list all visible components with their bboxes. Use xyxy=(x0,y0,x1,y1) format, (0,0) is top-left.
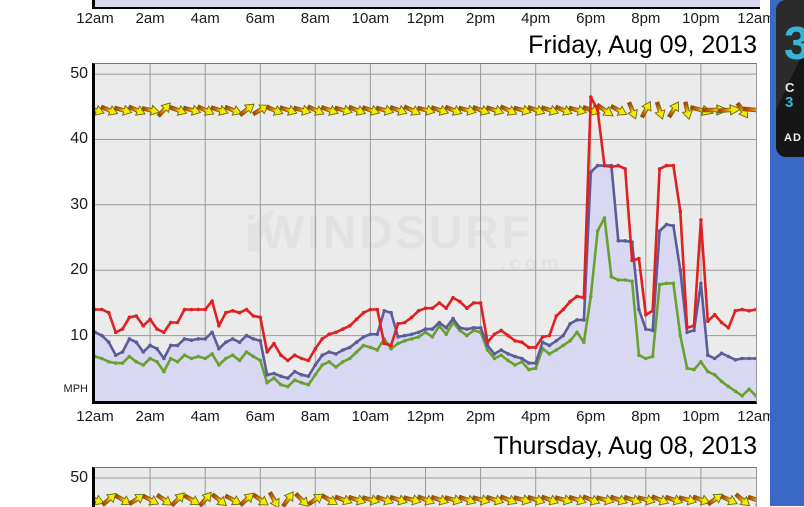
x-tick-label: 6pm xyxy=(576,408,606,425)
watermark: iWINDSURF .com xyxy=(245,206,559,275)
x-tick-label: 2am xyxy=(135,10,165,27)
thursday-chart-canvas xyxy=(95,468,756,507)
ad-line1: C xyxy=(785,80,795,95)
x-tick-label: 12am xyxy=(76,408,114,425)
x-tick-label: 12am xyxy=(737,10,775,27)
y-tick-label: 10 xyxy=(70,326,88,344)
x-tick-label: 8pm xyxy=(631,10,661,27)
x-tick-label: 2pm xyxy=(465,408,496,425)
x-tick-label: 10pm xyxy=(682,10,720,27)
previous-chart-bottom-sliver xyxy=(92,0,760,9)
x-tick-label: 10am xyxy=(351,408,390,425)
date-title-thursday: Thursday, Aug 08, 2013 xyxy=(493,432,757,460)
y-tick-label: 40 xyxy=(70,130,88,148)
y-tick-label: 50 xyxy=(70,65,88,83)
x-tick-label: 2am xyxy=(135,408,165,425)
x-tick-label: 8pm xyxy=(631,408,661,425)
y-tick-label: 50 xyxy=(70,469,88,486)
x-tick-label: 10pm xyxy=(682,408,720,425)
x-tick-label: 4am xyxy=(190,408,220,425)
x-tick-label: 12pm xyxy=(406,408,445,425)
x-tick-label: 6am xyxy=(245,408,275,425)
y-tick-label: 20 xyxy=(70,261,88,279)
x-tick-label: 12am xyxy=(76,10,114,27)
watermark-text: iWINDSURF xyxy=(245,206,533,258)
wind-graph-plot-thursday xyxy=(92,467,757,507)
ad-big-text: 3 xyxy=(784,17,804,69)
watermark-suffix: .com xyxy=(500,253,563,275)
x-axis-labels-top: 12am 2am 4am 6am 8am 10am 12pm 2pm 4pm 6pm 8pm 10pm… xyxy=(0,10,804,28)
date-title-friday: Friday, Aug 09, 2013 xyxy=(528,31,757,59)
y-tick-label: 30 xyxy=(70,195,88,213)
x-tick-label: 4pm xyxy=(521,408,551,425)
x-tick-label: 12pm xyxy=(406,10,445,27)
x-tick-label: 4am xyxy=(190,10,220,27)
ad-line2: 3 xyxy=(785,94,794,111)
x-tick-label: 2pm xyxy=(465,10,496,27)
x-tick-label: 12am xyxy=(737,408,775,425)
x-tick-label: 8am xyxy=(300,408,330,425)
x-axis-labels-friday: 12am 2am 4am 6am 8am 10am 12pm 2pm 4pm 6pm 8pm 10pm… xyxy=(0,408,804,426)
watermark-sail-icon xyxy=(247,209,275,252)
wind-graph-plot-friday: iWINDSURF .com xyxy=(92,63,757,404)
advertisement-panel[interactable]: 3 C 3 AD xyxy=(776,0,804,157)
x-tick-label: 8am xyxy=(300,10,330,27)
x-tick-label: 6am xyxy=(245,10,275,27)
ad-label: AD xyxy=(784,132,802,144)
x-tick-label: 6pm xyxy=(576,10,606,27)
x-tick-label: 4pm xyxy=(521,10,551,27)
x-tick-label: 10am xyxy=(351,10,390,27)
friday-chart-canvas xyxy=(95,64,756,401)
y-axis-unit-label: MPH xyxy=(63,383,88,395)
